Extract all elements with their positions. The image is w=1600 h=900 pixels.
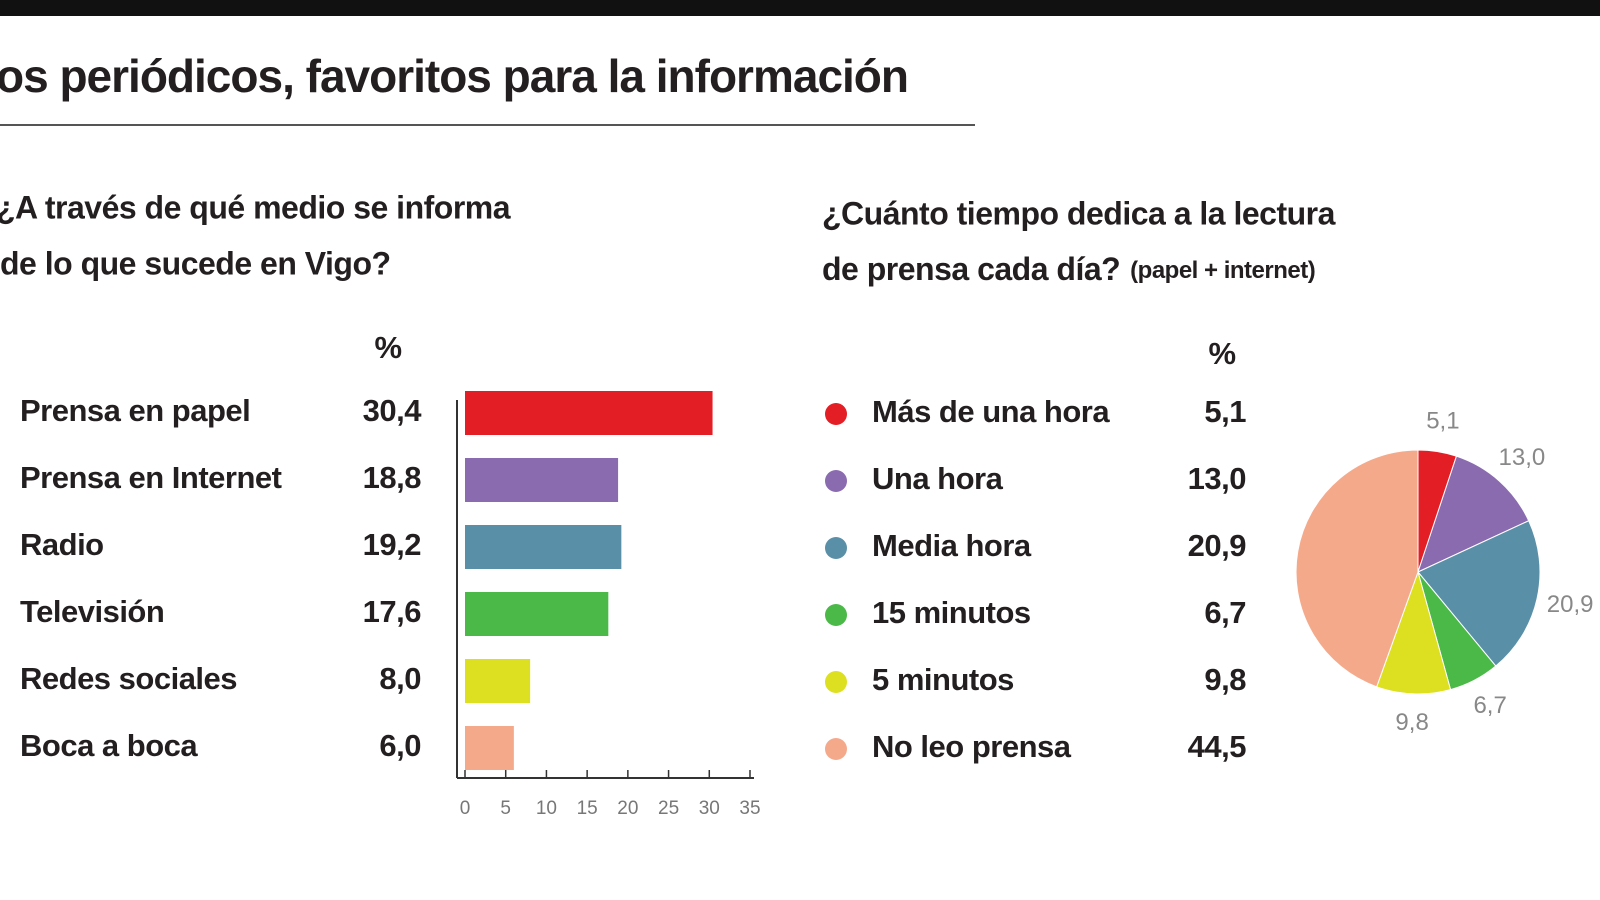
legend-marker <box>825 537 847 559</box>
value-label: 9,8 <box>1204 662 1246 697</box>
value-label: 19,2 <box>363 527 421 562</box>
category-label: Redes sociales <box>20 661 237 696</box>
unit-label: % <box>374 330 401 365</box>
slice-label: 9,8 <box>1395 709 1428 736</box>
x-tick-label: 0 <box>460 798 471 819</box>
category-label: Radio <box>20 527 104 562</box>
x-tick-label: 35 <box>739 798 760 819</box>
chart-title: de lo que sucede en Vigo? <box>0 245 391 281</box>
category-label: Televisión <box>20 594 164 629</box>
legend-marker <box>825 403 847 425</box>
legend-marker <box>825 671 847 693</box>
value-label: 6,0 <box>379 728 421 763</box>
pie-slice <box>1417 520 1541 667</box>
bar <box>465 525 622 569</box>
legend-label: Una hora <box>872 461 1004 496</box>
pie-slice <box>1376 570 1452 695</box>
legend-marker <box>825 604 847 626</box>
x-tick-label: 10 <box>536 798 557 819</box>
category-label: Boca a boca <box>20 728 198 763</box>
bar <box>465 592 609 636</box>
chart-title: de prensa cada día? <box>822 251 1120 287</box>
category-label: Prensa en Internet <box>20 460 282 495</box>
legend-label: 5 minutos <box>872 662 1014 697</box>
chart-title: ¿A través de qué medio se informa <box>0 189 511 225</box>
title-note: (papel + internet) <box>1130 257 1315 284</box>
value-label: 6,7 <box>1204 595 1246 630</box>
legend-marker <box>825 738 847 760</box>
bar <box>465 391 713 435</box>
value-label: 13,0 <box>1188 461 1246 496</box>
bar <box>465 458 619 502</box>
bar <box>465 726 514 770</box>
value-label: 44,5 <box>1188 729 1247 764</box>
legend-marker <box>825 470 847 492</box>
slice-label: 6,7 <box>1473 692 1506 719</box>
pie-slice <box>1417 455 1530 573</box>
legend-label: Media hora <box>872 528 1032 563</box>
pie-slice <box>1295 449 1419 688</box>
value-label: 30,4 <box>363 393 423 428</box>
x-tick-label: 20 <box>617 798 638 819</box>
legend-label: Más de una hora <box>872 394 1110 429</box>
top-bar <box>0 0 1600 16</box>
legend-label: No leo prensa <box>872 729 1072 764</box>
value-label: 8,0 <box>379 661 421 696</box>
value-label: 5,1 <box>1204 394 1246 429</box>
slice-label: 20,9 <box>1547 591 1594 618</box>
chart-title: ¿Cuánto tiempo dedica a la lectura <box>822 195 1336 231</box>
value-label: 17,6 <box>363 594 422 629</box>
chart-title: de prensa cada día? (papel + internet) <box>822 251 1315 287</box>
value-label: 20,9 <box>1188 528 1247 563</box>
legend-label: 15 minutos <box>872 595 1031 630</box>
bar <box>465 659 531 703</box>
x-tick-label: 15 <box>577 798 598 819</box>
value-label: 18,8 <box>363 460 422 495</box>
slice-label: 13,0 <box>1499 444 1546 471</box>
page-title: os periódicos, favoritos para la informa… <box>0 50 908 102</box>
x-tick-label: 5 <box>500 798 511 819</box>
slice-label: 5,1 <box>1426 407 1459 434</box>
x-tick-label: 30 <box>699 798 720 819</box>
x-tick-label: 25 <box>658 798 679 819</box>
unit-label: % <box>1208 336 1235 371</box>
category-label: Prensa en papel <box>20 393 250 428</box>
